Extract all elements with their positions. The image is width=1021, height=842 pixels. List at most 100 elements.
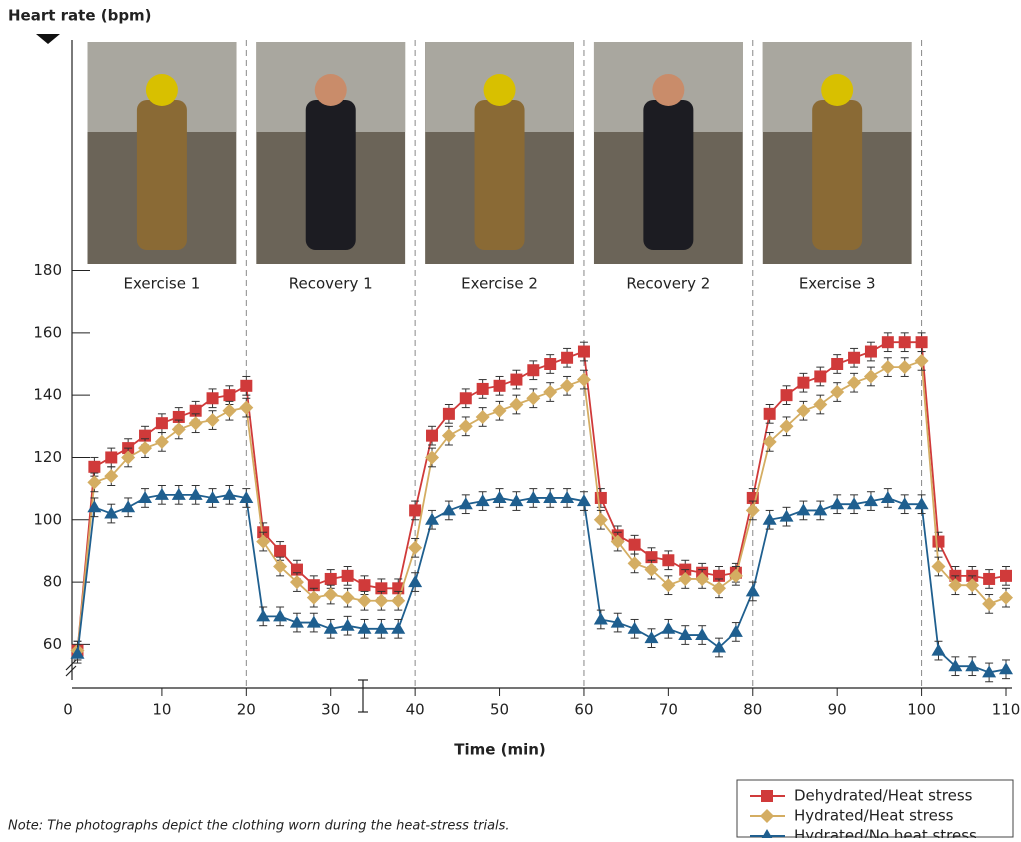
marker (764, 408, 776, 420)
marker (408, 575, 422, 587)
marker (206, 413, 220, 427)
marker (830, 497, 844, 509)
marker (561, 352, 573, 364)
marker (341, 591, 355, 605)
y-tick-label: 140 (33, 386, 62, 404)
marker (882, 336, 894, 348)
marker (460, 392, 472, 404)
marker (848, 352, 860, 364)
marker (510, 374, 522, 386)
photo-head (146, 74, 178, 106)
y-axis-label: Heart rate (bpm) (8, 7, 152, 25)
marker (746, 503, 760, 517)
marker (239, 401, 253, 415)
x-tick-label: 40 (406, 701, 425, 719)
marker (865, 346, 877, 358)
legend-label: Hydrated/No heat stress (794, 827, 977, 839)
marker (916, 336, 928, 348)
legend-label: Dehydrated/Heat stress (794, 787, 973, 805)
axis-arrow (36, 34, 60, 44)
marker (814, 370, 826, 382)
marker (87, 475, 101, 489)
marker (324, 588, 338, 602)
x-tick-label: 20 (237, 701, 256, 719)
marker (477, 383, 489, 395)
x-tick-label: 110 (992, 701, 1021, 719)
marker (357, 594, 371, 608)
marker (459, 419, 473, 433)
marker (796, 503, 810, 515)
marker (222, 404, 236, 418)
marker (661, 622, 675, 634)
marker (207, 392, 219, 404)
marker (781, 389, 793, 401)
marker (189, 416, 203, 430)
axis-break (66, 660, 76, 670)
x-tick-label: 50 (490, 701, 509, 719)
marker (87, 500, 101, 512)
marker (560, 379, 574, 393)
series-line (78, 495, 1007, 673)
marker (898, 360, 912, 374)
marker (761, 790, 773, 802)
legend-label: Hydrated/Heat stress (794, 807, 954, 825)
photo-figure (475, 100, 525, 250)
x-tick-label: 60 (574, 701, 593, 719)
axis-break (66, 666, 76, 676)
marker (494, 380, 506, 392)
marker (325, 573, 337, 585)
photo-head (821, 74, 853, 106)
marker (965, 659, 979, 671)
marker (307, 616, 321, 628)
x-tick-label: 90 (828, 701, 847, 719)
x-tick-label: 70 (659, 701, 678, 719)
photo-head (652, 74, 684, 106)
photo-head (484, 74, 516, 106)
marker (391, 622, 405, 634)
x-tick-label: 80 (743, 701, 762, 719)
photo-head (315, 74, 347, 106)
marker (560, 491, 574, 503)
marker (915, 497, 929, 509)
marker (813, 398, 827, 412)
marker (729, 625, 743, 637)
marker (999, 591, 1013, 605)
marker (629, 539, 641, 551)
marker (374, 594, 388, 608)
marker (830, 385, 844, 399)
photo-figure (812, 100, 862, 250)
marker (644, 631, 658, 643)
marker (847, 376, 861, 390)
marker (374, 622, 388, 634)
x-tick-label: 30 (321, 701, 340, 719)
marker (409, 504, 421, 516)
marker (527, 364, 539, 376)
marker (156, 417, 168, 429)
marker (105, 451, 117, 463)
marker (138, 441, 152, 455)
x-axis-label: Time (min) (454, 741, 546, 759)
marker (577, 373, 591, 387)
marker (425, 513, 439, 525)
marker (391, 594, 405, 608)
marker (578, 346, 590, 358)
y-tick-label: 100 (33, 510, 62, 528)
marker (172, 488, 186, 500)
phase-label: Exercise 1 (124, 275, 201, 293)
phase-label: Exercise 2 (461, 275, 538, 293)
marker (543, 385, 557, 399)
photo-figure (137, 100, 187, 250)
marker (864, 369, 878, 383)
marker (493, 404, 507, 418)
marker (881, 491, 895, 503)
y-tick-label: 60 (43, 635, 62, 653)
marker (526, 491, 540, 503)
marker (932, 536, 944, 548)
marker (155, 488, 169, 500)
marker (899, 336, 911, 348)
marker (544, 358, 556, 370)
marker (273, 609, 287, 621)
marker (983, 573, 995, 585)
phase-label: Recovery 1 (289, 275, 373, 293)
marker (915, 354, 929, 368)
